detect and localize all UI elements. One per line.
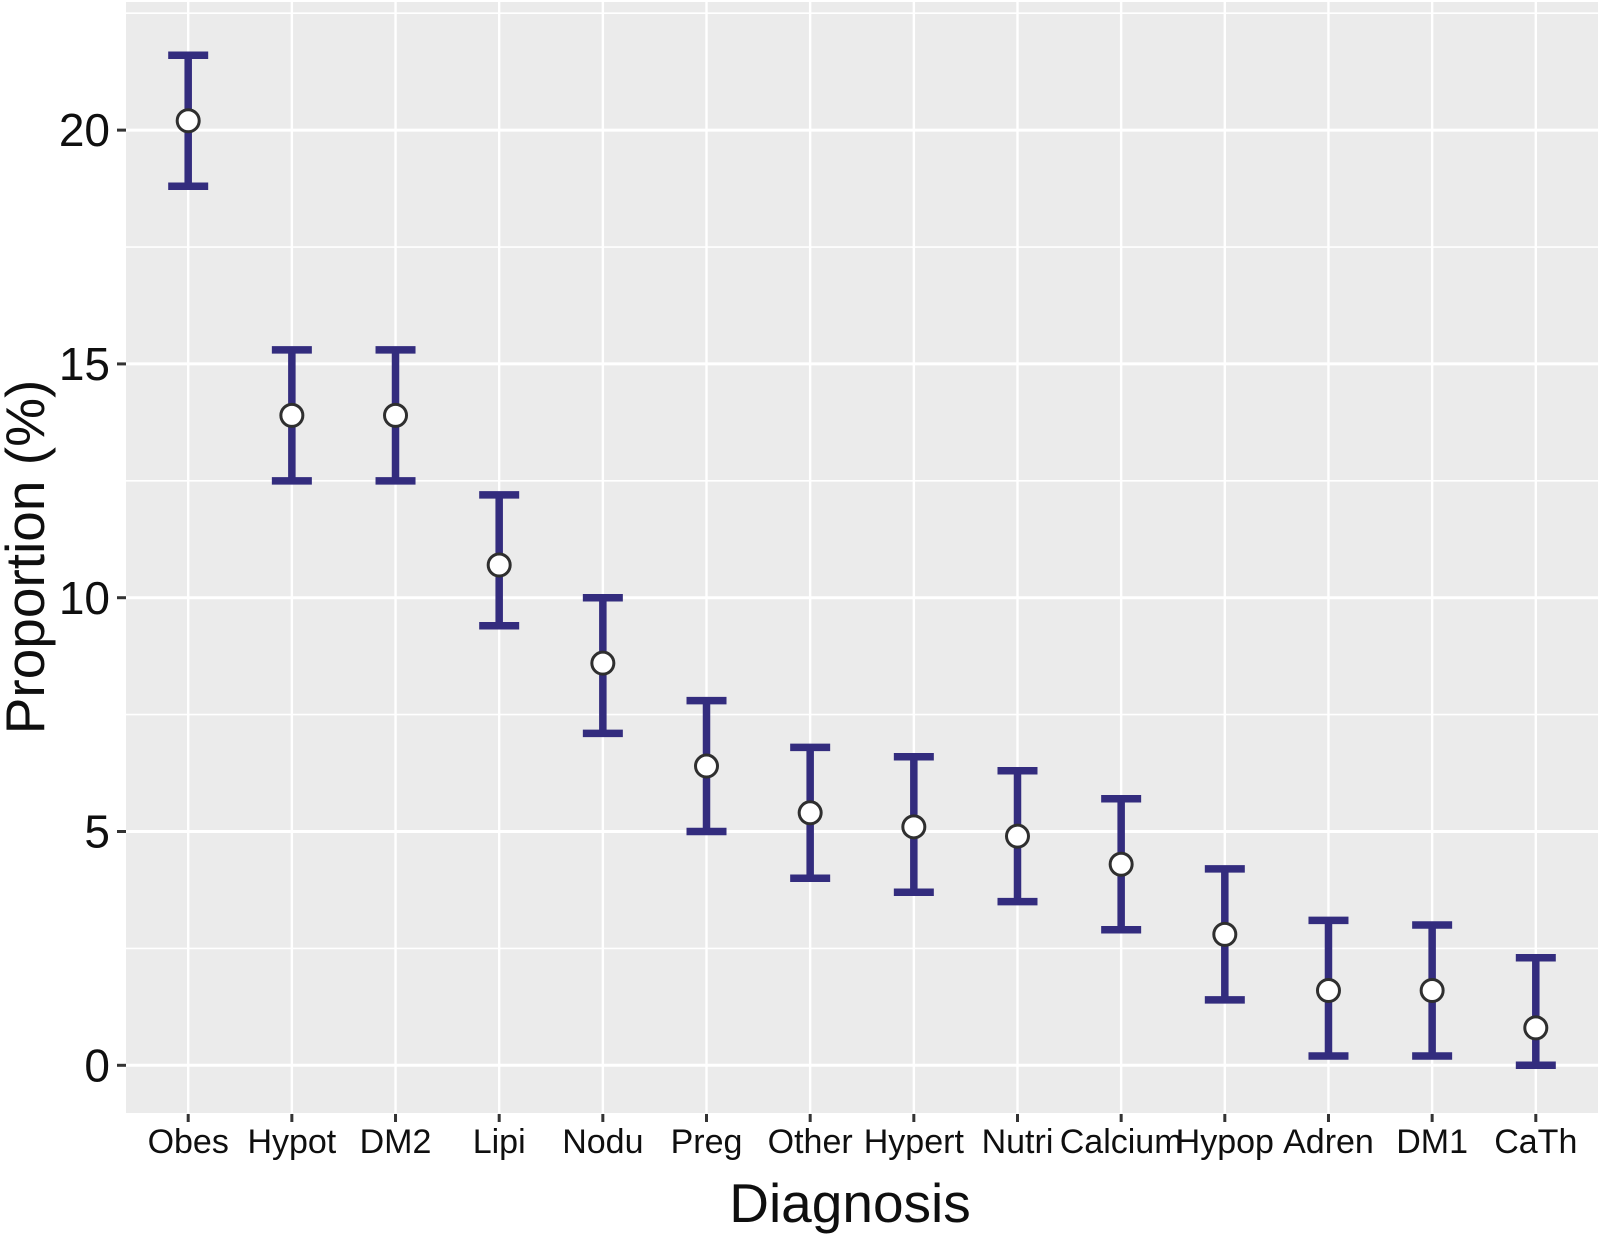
x-tick-label: CaTh (1494, 1123, 1577, 1161)
x-tick-label: Obes (148, 1123, 229, 1161)
point-marker-Calcium (1108, 851, 1134, 877)
x-tick-label: Hypot (247, 1123, 336, 1161)
y-axis-title: Proportion (%) (0, 380, 56, 735)
x-tick-label: DM2 (360, 1123, 432, 1161)
x-tick-label: Nutri (982, 1123, 1054, 1161)
y-tick-label: 5 (84, 806, 110, 858)
y-tick-label: 15 (59, 338, 110, 390)
x-axis-title: Diagnosis (729, 1172, 971, 1234)
plot-panel (126, 2, 1598, 1113)
point-marker-Hypert (901, 814, 927, 840)
x-tick-label: Calcium (1060, 1123, 1183, 1161)
x-tick-label: Hypert (864, 1123, 965, 1161)
x-tick-label: Nodu (562, 1123, 643, 1161)
point-marker-Hypop (1212, 921, 1238, 947)
point-marker-Nutri (1004, 823, 1030, 849)
point-marker-Nodu (590, 650, 616, 676)
y-tick-label: 10 (59, 572, 110, 624)
point-marker-Lipi (486, 552, 512, 578)
point-marker-Other (797, 800, 823, 826)
y-tick-label: 20 (59, 104, 110, 156)
x-tick-label: Other (768, 1123, 853, 1161)
point-marker-Adren (1315, 977, 1341, 1003)
x-tick-label: Preg (671, 1123, 743, 1161)
y-tick-label: 0 (84, 1039, 110, 1091)
point-marker-Obes (175, 108, 201, 134)
point-marker-Preg (694, 753, 720, 779)
x-tick-label: Lipi (473, 1123, 526, 1161)
point-marker-DM2 (383, 402, 409, 428)
x-tick-label: Adren (1283, 1123, 1374, 1161)
point-marker-DM1 (1419, 977, 1445, 1003)
plot-panel-layer: 0 5 10 15 20 Obes Hypot DM2 Lipi Nodu Preg Other Hyp… (59, 2, 1598, 1161)
point-marker-CaTh (1523, 1015, 1549, 1041)
x-tick-label: Hypop (1176, 1123, 1274, 1161)
point-marker-Hypot (279, 402, 305, 428)
x-tick-label: DM1 (1396, 1123, 1468, 1161)
